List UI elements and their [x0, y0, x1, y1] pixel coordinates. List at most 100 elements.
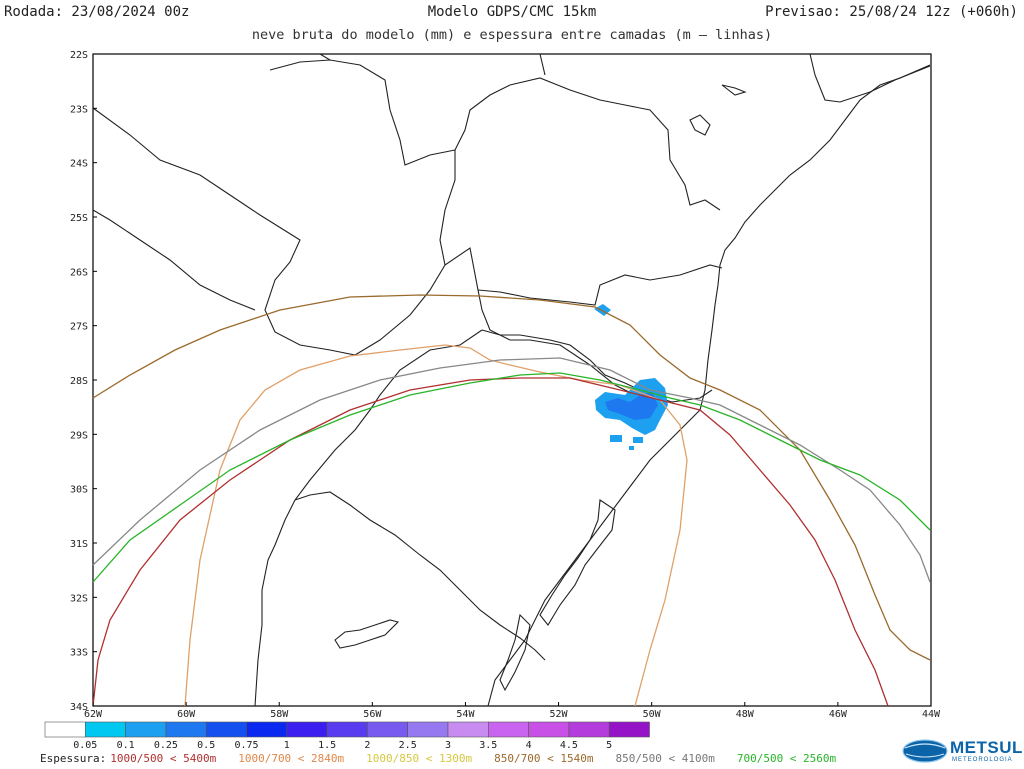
colorbar-label: 0.25 — [154, 740, 178, 751]
colorbar-label: 0.1 — [117, 740, 135, 751]
colorbar-swatch — [487, 721, 529, 738]
lat-label-23s: 23S — [70, 104, 88, 115]
colorbar-swatch — [44, 721, 86, 738]
colorbar-swatch — [407, 721, 449, 738]
logo-name: METSUL — [950, 738, 1023, 757]
thickness-legend-item: 850/500 < 4100m — [615, 752, 715, 765]
thickness-legend-title: Espessura: — [40, 752, 107, 765]
border-pr-sc — [477, 264, 723, 306]
border-mg-sp — [539, 53, 546, 76]
border-ms-pr — [454, 77, 721, 211]
thickness-line-1000-500 — [92, 377, 889, 707]
lat-label-30s: 30S — [70, 485, 88, 496]
colorbar — [44, 721, 650, 738]
colorbar-label: 5 — [606, 740, 612, 751]
snow-patch-small-1 — [610, 435, 622, 442]
colorbar-swatch — [528, 721, 570, 738]
island-1 — [689, 114, 711, 136]
lat-label-33s: 33S — [70, 648, 88, 659]
colorbar-swatch — [326, 721, 368, 738]
latitude-labels: 22S 23S 24S 25S 26S 27S 28S 29S 30S 31S 32S 33S 34S — [70, 50, 97, 713]
lon-label-54w: 54W — [456, 709, 475, 720]
colorbar-swatch — [608, 721, 650, 738]
lon-label-50w: 50W — [643, 709, 662, 720]
metsul-globe-icon — [902, 739, 948, 763]
lon-label-56w: 56W — [363, 709, 382, 720]
logo-tagline: METEOROLOGIA — [952, 757, 1013, 763]
metsul-logo: METSUL METEOROLOGIA — [900, 736, 1022, 766]
lon-label-46w: 46W — [829, 709, 848, 720]
colorbar-swatch — [165, 721, 207, 738]
lat-label-24s: 24S — [70, 159, 88, 170]
lat-label-28s: 28S — [70, 376, 88, 387]
border-paraguay-brazil — [269, 59, 456, 266]
lat-label-29s: 29S — [70, 430, 88, 441]
colorbar-swatch — [568, 721, 610, 738]
map-frame — [92, 53, 932, 707]
lon-label-48w: 48W — [736, 709, 755, 720]
border-bolivia — [319, 53, 331, 61]
coastline-brazil — [487, 64, 931, 707]
lat-label-27s: 27S — [70, 322, 88, 333]
lat-label-32s: 32S — [70, 593, 88, 604]
thickness-line-1000-700 — [184, 344, 688, 707]
rio-de-la-plata — [334, 619, 400, 649]
thickness-legend-item: 1000/850 < 1300m — [366, 752, 473, 765]
border-paraguay-argentina — [92, 107, 661, 401]
forecast-time-label: Previsao: 25/08/24 12z (+060h) — [765, 4, 1018, 20]
thickness-legend-item: 1000/500 < 5400m — [110, 752, 217, 765]
island-2 — [721, 84, 747, 96]
lon-label-60w: 60W — [177, 709, 196, 720]
boundaries — [92, 53, 931, 707]
thickness-line-700-500 — [92, 372, 931, 583]
colorbar-label: 0.5 — [197, 740, 215, 751]
colorbar-label: 1 — [284, 740, 290, 751]
colorbar-label: 0.05 — [73, 740, 97, 751]
snow-patch-small-3 — [629, 446, 634, 450]
model-title: Modelo GDPS/CMC 15km — [427, 4, 597, 20]
colorbar-label: 4.5 — [560, 740, 578, 751]
lagoa-mirim — [499, 613, 531, 692]
lat-label-22s: 22S — [70, 50, 88, 61]
colorbar-swatch — [246, 721, 288, 738]
colorbar-swatch — [286, 721, 328, 738]
colorbar-label: 2.5 — [399, 740, 417, 751]
colorbar-labels: 0.05 0.1 0.25 0.5 0.75 1 1.5 2 2.5 3 3.5 4 4.5 5 — [73, 740, 612, 751]
colorbar-swatch — [85, 721, 126, 738]
lat-label-31s: 31S — [70, 539, 88, 550]
colorbar-swatch — [367, 721, 408, 738]
lon-label-52w: 52W — [550, 709, 569, 720]
snow-patch-small-2 — [633, 437, 643, 443]
colorbar-swatch — [447, 721, 489, 738]
colorbar-label: 3 — [445, 740, 451, 751]
lagoa-dos-patos — [539, 499, 616, 626]
border-argentina-interior — [92, 209, 256, 311]
thickness-lines — [92, 294, 931, 707]
lat-label-26s: 26S — [70, 267, 88, 278]
thickness-line-850-700 — [92, 294, 931, 661]
snow-patch-core — [605, 392, 658, 420]
colorbar-label: 0.75 — [234, 740, 258, 751]
lon-label-44w: 44W — [922, 709, 941, 720]
lat-label-34s: 34S — [70, 702, 88, 713]
colorbar-label: 3.5 — [479, 740, 497, 751]
border-uruguay-rs — [294, 491, 546, 661]
thickness-legend-item: 1000/700 < 2840m — [238, 752, 345, 765]
thickness-legend: Espessura: 1000/500 < 5400m 1000/700 < 284… — [40, 752, 858, 765]
colorbar-label: 1.5 — [318, 740, 336, 751]
colorbar-label: 2 — [364, 740, 370, 751]
map-subtitle: neve bruta do modelo (mm) e espessura en… — [251, 27, 773, 43]
lon-label-62w: 62W — [84, 709, 103, 720]
thickness-line-850-500 — [92, 357, 931, 583]
colorbar-swatch — [125, 721, 167, 738]
thickness-legend-item: 850/700 < 1540m — [494, 752, 594, 765]
coast-sp — [809, 53, 931, 103]
run-time-label: Rodada: 23/08/2024 00z — [4, 4, 190, 20]
longitude-labels: 62W 60W 58W 56W 54W 52W 50W 48W 46W 44W — [84, 702, 941, 720]
colorbar-label: 4 — [526, 740, 532, 751]
thickness-legend-item: 700/500 < 2560m — [736, 752, 837, 765]
border-argentina-rs — [254, 329, 483, 707]
lat-label-25s: 25S — [70, 213, 88, 224]
lon-label-58w: 58W — [270, 709, 289, 720]
